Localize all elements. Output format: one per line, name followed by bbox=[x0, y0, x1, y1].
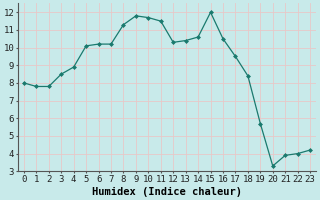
X-axis label: Humidex (Indice chaleur): Humidex (Indice chaleur) bbox=[92, 186, 242, 197]
